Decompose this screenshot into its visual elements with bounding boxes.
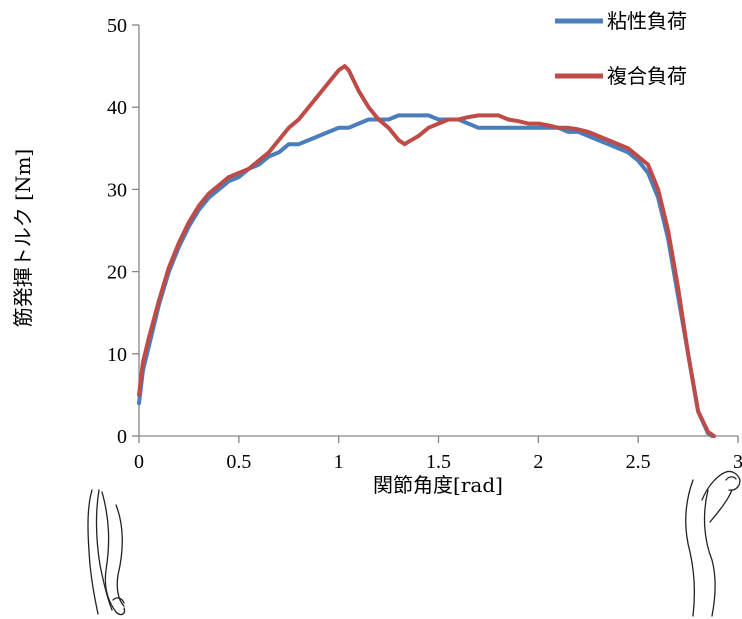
- y-axis-title: 筋発揮トルク [Nm]: [11, 149, 35, 327]
- legend-label-viscous: 粘性負荷: [607, 9, 687, 33]
- x-axis-title: 関節角度[rad]: [373, 473, 503, 497]
- y-tick-label: 10: [107, 344, 127, 366]
- x-tick-label: 0: [134, 451, 144, 473]
- x-tick-label: 0.5: [226, 451, 251, 473]
- extended-arm-icon: [87, 489, 126, 616]
- x-tick-label: 2: [533, 451, 543, 473]
- series-line-0: [137, 113, 714, 438]
- x-tick-label: 3: [733, 451, 742, 473]
- x-tick-label: 1.5: [426, 451, 451, 473]
- y-tick-label: 30: [107, 179, 127, 201]
- x-tick-label: 2.5: [626, 451, 651, 473]
- y-tick-label: 50: [107, 15, 127, 37]
- y-tick-label: 0: [117, 426, 127, 448]
- legend: 粘性負荷 複合負荷: [555, 9, 687, 88]
- y-axis-ticks: 0 10 20 30 40 50: [107, 15, 139, 448]
- x-tick-label: 1: [334, 451, 344, 473]
- y-tick-label: 40: [107, 97, 127, 119]
- series-layer: [137, 64, 716, 438]
- series-line-1: [137, 64, 716, 438]
- y-tick-label: 20: [107, 262, 127, 284]
- legend-label-combined: 複合負荷: [607, 64, 687, 88]
- x-axis-ticks: 0 0.5 1 1.5 2 2.5 3: [134, 436, 742, 473]
- flexed-arm-icon: [685, 470, 741, 617]
